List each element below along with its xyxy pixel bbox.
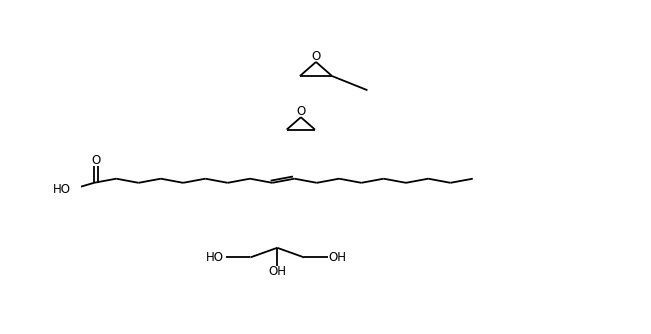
Text: O: O	[91, 154, 100, 167]
Text: HO: HO	[206, 251, 224, 264]
Text: OH: OH	[328, 251, 346, 264]
Text: O: O	[311, 50, 320, 63]
Text: OH: OH	[268, 265, 286, 278]
Text: O: O	[296, 105, 305, 118]
Text: HO: HO	[53, 183, 71, 196]
